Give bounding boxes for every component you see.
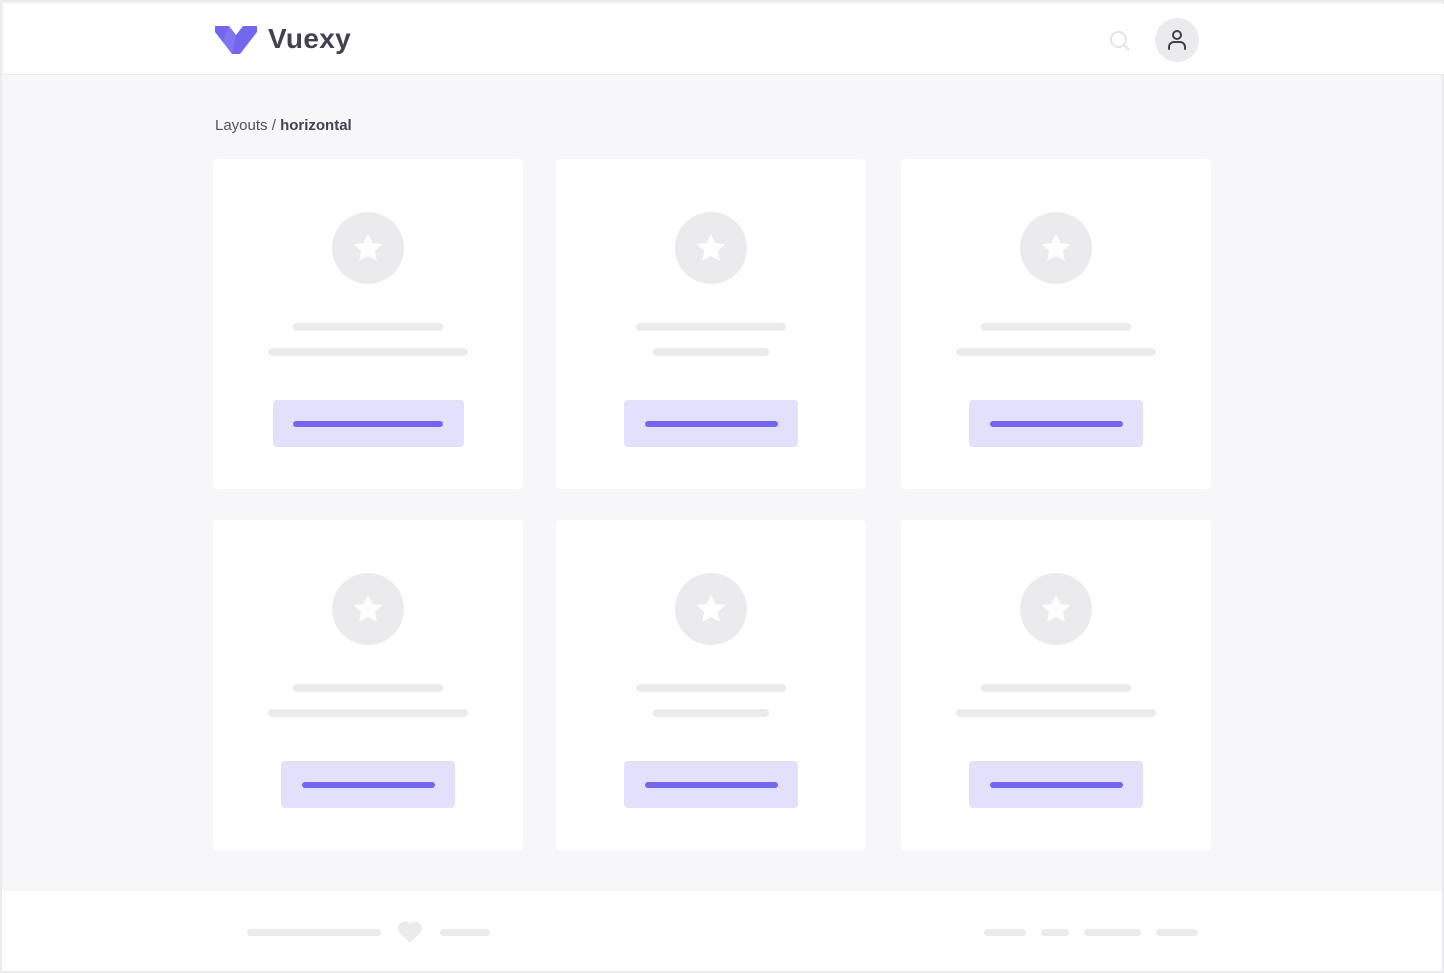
- star-icon: [1041, 594, 1071, 622]
- card-button-label-placeholder: [989, 781, 1123, 788]
- card-text-placeholder: [956, 709, 1156, 717]
- footer-placeholder-text: [440, 929, 490, 936]
- card-button-label-placeholder: [301, 781, 435, 788]
- card-title-placeholder: [981, 323, 1131, 331]
- star-icon: [696, 233, 726, 261]
- breadcrumb: Layouts / horizontal: [215, 117, 352, 134]
- star-icon: [696, 594, 726, 622]
- footer-link-placeholder[interactable]: [1084, 929, 1141, 936]
- card-button-label-placeholder: [989, 420, 1123, 427]
- card-button[interactable]: [969, 400, 1143, 447]
- card-icon-circle: [1020, 212, 1092, 284]
- card-title-placeholder: [293, 684, 443, 692]
- star-icon: [353, 594, 383, 622]
- footer-link-placeholder[interactable]: [1156, 929, 1198, 936]
- card-title-placeholder: [981, 684, 1131, 692]
- vuexy-logo-icon[interactable]: [215, 24, 257, 54]
- breadcrumb-separator: /: [267, 117, 281, 134]
- card-button[interactable]: [281, 761, 455, 808]
- card-icon-circle: [675, 212, 747, 284]
- card-button[interactable]: [969, 761, 1143, 808]
- card-title-placeholder: [293, 323, 443, 331]
- breadcrumb-current: horizontal: [280, 117, 352, 134]
- placeholder-card: [556, 520, 866, 850]
- search-icon[interactable]: [1108, 29, 1132, 53]
- card-text-placeholder: [653, 348, 769, 356]
- placeholder-card: [901, 159, 1211, 489]
- card-button[interactable]: [624, 761, 798, 808]
- card-title-placeholder: [636, 684, 786, 692]
- card-icon-circle: [1020, 573, 1092, 645]
- placeholder-card: [556, 159, 866, 489]
- breadcrumb-parent[interactable]: Layouts: [215, 117, 268, 134]
- heart-icon: [397, 921, 423, 943]
- card-button-label-placeholder: [644, 420, 778, 427]
- card-text-placeholder: [653, 709, 769, 717]
- user-avatar[interactable]: [1155, 18, 1199, 62]
- user-icon: [1168, 30, 1186, 50]
- brand-name[interactable]: Vuexy: [268, 23, 351, 54]
- card-icon-circle: [332, 573, 404, 645]
- card-text-placeholder: [956, 348, 1156, 356]
- card-button-label-placeholder: [644, 781, 778, 788]
- top-navbar: Vuexy: [4, 4, 1444, 75]
- placeholder-card: [213, 159, 523, 489]
- placeholder-card: [213, 520, 523, 850]
- star-icon: [1041, 233, 1071, 261]
- footer: [2, 891, 1442, 971]
- card-button[interactable]: [624, 400, 798, 447]
- card-text-placeholder: [268, 709, 468, 717]
- footer-link-placeholder[interactable]: [984, 929, 1026, 936]
- placeholder-card: [901, 520, 1211, 850]
- card-text-placeholder: [268, 348, 468, 356]
- card-title-placeholder: [636, 323, 786, 331]
- card-button-label-placeholder: [293, 420, 443, 427]
- star-icon: [353, 233, 383, 261]
- footer-placeholder-text: [247, 929, 381, 936]
- footer-link-placeholder[interactable]: [1041, 929, 1069, 936]
- card-icon-circle: [332, 212, 404, 284]
- card-icon-circle: [675, 573, 747, 645]
- card-button[interactable]: [272, 400, 464, 447]
